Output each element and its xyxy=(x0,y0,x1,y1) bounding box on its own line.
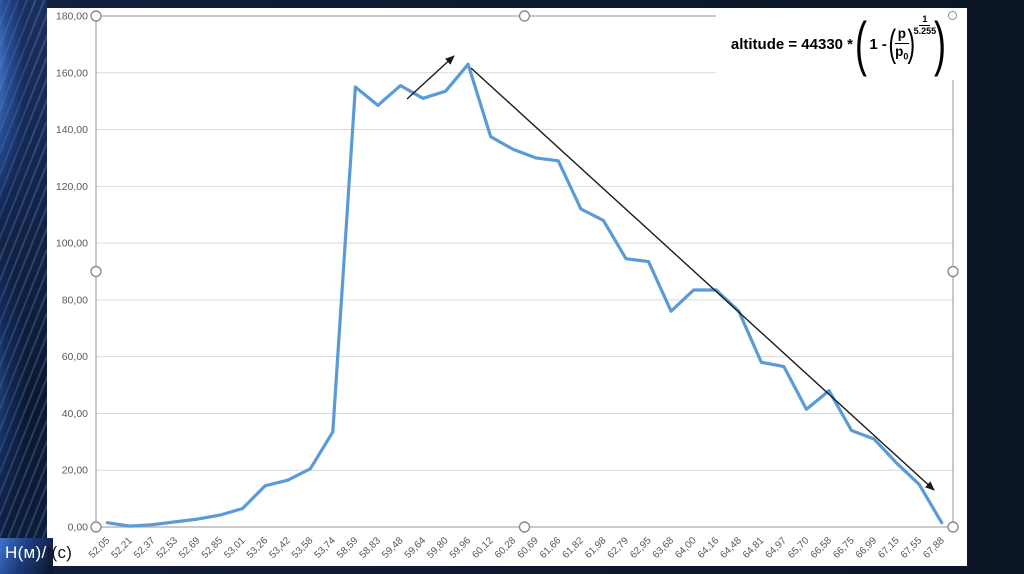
y-axis-tick-label: 80,00 xyxy=(62,294,88,306)
x-axis-tick-label: 66,75 xyxy=(831,535,857,561)
x-axis-tick-label: 61,82 xyxy=(561,535,587,561)
selection-handle[interactable] xyxy=(90,521,102,533)
annotation-arrow[interactable] xyxy=(470,67,935,491)
axis-units-label-white: H(м)/ xyxy=(5,543,47,562)
x-axis-tick-label: 60,28 xyxy=(493,535,519,561)
fraction-numerator: p xyxy=(894,26,909,44)
axis-units-label[interactable]: H(м)/t(с) xyxy=(5,543,72,563)
x-axis-tick-label: 53,26 xyxy=(245,535,271,561)
x-axis-tick-label: 66,58 xyxy=(809,535,835,561)
x-axis-tick-label: 59,80 xyxy=(425,535,451,561)
y-axis-tick-label: 100,00 xyxy=(56,238,88,250)
selection-handle[interactable] xyxy=(947,521,959,533)
fraction-denominator: p0 xyxy=(895,43,909,62)
x-axis-tick-label: 64,81 xyxy=(741,535,767,561)
x-axis-tick-label: 59,64 xyxy=(403,535,429,561)
close-paren-outer-icon: ) xyxy=(934,10,947,77)
x-axis-tick-label: 64,48 xyxy=(718,535,744,561)
x-axis-tick-label: 59,96 xyxy=(448,535,474,561)
x-axis-tick-label: 64,16 xyxy=(696,535,722,561)
x-axis-tick-label: 59,48 xyxy=(380,535,406,561)
exponent-denominator: 5.255 xyxy=(913,25,937,36)
x-axis-tick-label: 60,12 xyxy=(470,535,496,561)
x-axis-tick-label: 52,85 xyxy=(200,535,226,561)
formula-one-minus: 1 - xyxy=(865,35,892,53)
exponent-fraction: 1 5.255 xyxy=(914,14,937,37)
x-axis-tick-label: 62,95 xyxy=(628,535,654,561)
x-axis-tick-label: 53,42 xyxy=(267,535,293,561)
x-axis-tick-label: 66,99 xyxy=(854,535,880,561)
x-axis-tick-label: 58,83 xyxy=(358,535,384,561)
x-axis-tick-label: 61,66 xyxy=(538,535,564,561)
x-axis-tick-label: 61,98 xyxy=(583,535,609,561)
x-axis-tick-label: 60,69 xyxy=(515,535,541,561)
x-axis-tick-label: 67,15 xyxy=(876,535,902,561)
x-axis-tick-label: 67,88 xyxy=(921,535,947,561)
x-axis-tick-label: 64,97 xyxy=(763,535,789,561)
y-axis-tick-label: 140,00 xyxy=(56,124,88,136)
open-paren-inner-icon: ( xyxy=(888,22,897,65)
selection-handle[interactable] xyxy=(90,265,102,278)
x-axis-tick-label: 65,70 xyxy=(786,535,812,561)
selection-handle[interactable] xyxy=(518,10,531,22)
y-axis-tick-label: 60,00 xyxy=(62,351,88,363)
y-axis-tick-label: 180,00 xyxy=(56,11,88,23)
x-axis-tick-label: 52,53 xyxy=(155,535,181,561)
y-axis-tick-label: 40,00 xyxy=(62,408,88,420)
selection-handle[interactable] xyxy=(90,10,102,22)
exponent-numerator: 1 xyxy=(919,14,931,26)
x-axis-tick-label: 58,59 xyxy=(335,535,361,561)
formula-annotation[interactable]: altitude = 44330 * ( 1 - ( p p0 ) 1 5.25… xyxy=(716,8,959,80)
formula-prefix: altitude = 44330 * xyxy=(730,35,858,53)
x-axis-tick-label: 53,58 xyxy=(290,535,316,561)
x-axis-tick-label: 64,00 xyxy=(673,535,699,561)
pressure-fraction: p p0 xyxy=(894,26,909,62)
x-axis-tick-label: 52,69 xyxy=(177,535,203,561)
background-art xyxy=(0,0,47,574)
y-axis-tick-label: 20,00 xyxy=(62,465,88,477)
x-axis-tick-label: 53,01 xyxy=(222,535,248,561)
x-axis-tick-label: 53,74 xyxy=(312,535,338,561)
plot-border xyxy=(95,15,954,528)
x-axis-tick-label: 52,37 xyxy=(132,535,158,561)
x-axis-tick-label: 52,05 xyxy=(87,535,113,561)
y-axis-tick-label: 120,00 xyxy=(56,181,88,193)
background-art-corner xyxy=(0,538,53,574)
x-axis-tick-label: 67,55 xyxy=(899,535,925,561)
altitude-series-line[interactable] xyxy=(105,62,944,528)
y-axis-tick-label: 0,00 xyxy=(68,522,89,534)
selection-handle[interactable] xyxy=(947,265,959,278)
x-axis-tick-label: 62,79 xyxy=(606,535,632,561)
selection-handle-top-right[interactable] xyxy=(948,11,957,20)
axis-units-label-black: t(с) xyxy=(46,543,73,562)
y-axis-tick-label: 160,00 xyxy=(56,67,88,79)
close-paren-inner-icon: ) xyxy=(907,22,916,65)
open-paren-outer-icon: ( xyxy=(855,10,868,77)
x-axis-tick-label: 52,21 xyxy=(109,535,135,561)
annotation-arrow[interactable] xyxy=(406,55,455,100)
x-axis-tick-label: 63,68 xyxy=(651,535,677,561)
selection-handle[interactable] xyxy=(518,521,531,533)
